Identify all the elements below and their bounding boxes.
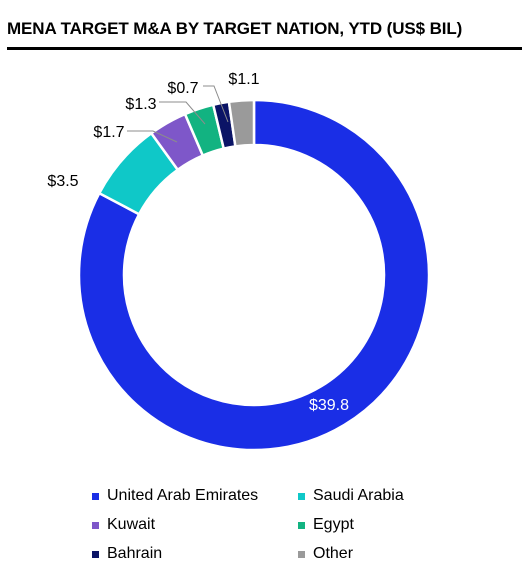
legend-label-saudi-arabia: Saudi Arabia <box>313 487 404 504</box>
legend-item-bahrain: Bahrain <box>92 545 162 563</box>
legend-swatch-bahrain <box>92 550 99 558</box>
legend-label-kuwait: Kuwait <box>107 516 156 533</box>
data-label-bahrain: $0.7 <box>167 80 198 97</box>
legend-swatch-other <box>298 550 305 558</box>
data-label-kuwait: $1.7 <box>93 124 124 141</box>
slice-other <box>227 98 256 148</box>
legend-swatch-egypt <box>298 521 305 529</box>
legend-label-united-arab-emirates: United Arab Emirates <box>107 487 259 504</box>
chart-title: MENA TARGET M&A BY TARGET NATION, YTD (U… <box>7 19 463 38</box>
legend-label-other: Other <box>313 545 354 562</box>
leader-line-egypt <box>159 101 206 125</box>
data-label-other: $1.1 <box>228 71 259 88</box>
legend-swatch-kuwait <box>92 521 99 529</box>
title-rule <box>7 47 522 50</box>
data-label-united-arab-emirates: $39.8 <box>309 397 349 414</box>
legend-label-egypt: Egypt <box>313 516 354 533</box>
donut-chart: $39.8 $3.5 $1.7$1.3 $0.7 $1.1 <box>47 71 431 452</box>
leader-line-bahrain <box>203 85 229 123</box>
legend-item-united-arab-emirates: United Arab Emirates <box>92 487 258 505</box>
data-label-saudi-arabia: $3.5 <box>47 173 78 190</box>
legend-item-egypt: Egypt <box>298 516 354 534</box>
legend-item-saudi-arabia: Saudi Arabia <box>298 487 404 505</box>
legend-swatch-united-arab-emirates <box>92 492 99 500</box>
legend-label-bahrain: Bahrain <box>107 545 163 562</box>
leader-line-kuwait <box>127 130 178 143</box>
legend-swatch-saudi-arabia <box>298 492 305 500</box>
slice-united-arab-emirates <box>77 98 431 452</box>
data-label-egypt: $1.3 <box>125 96 156 113</box>
legend-item-kuwait: Kuwait <box>92 516 155 534</box>
legend-item-other: Other <box>298 545 353 563</box>
